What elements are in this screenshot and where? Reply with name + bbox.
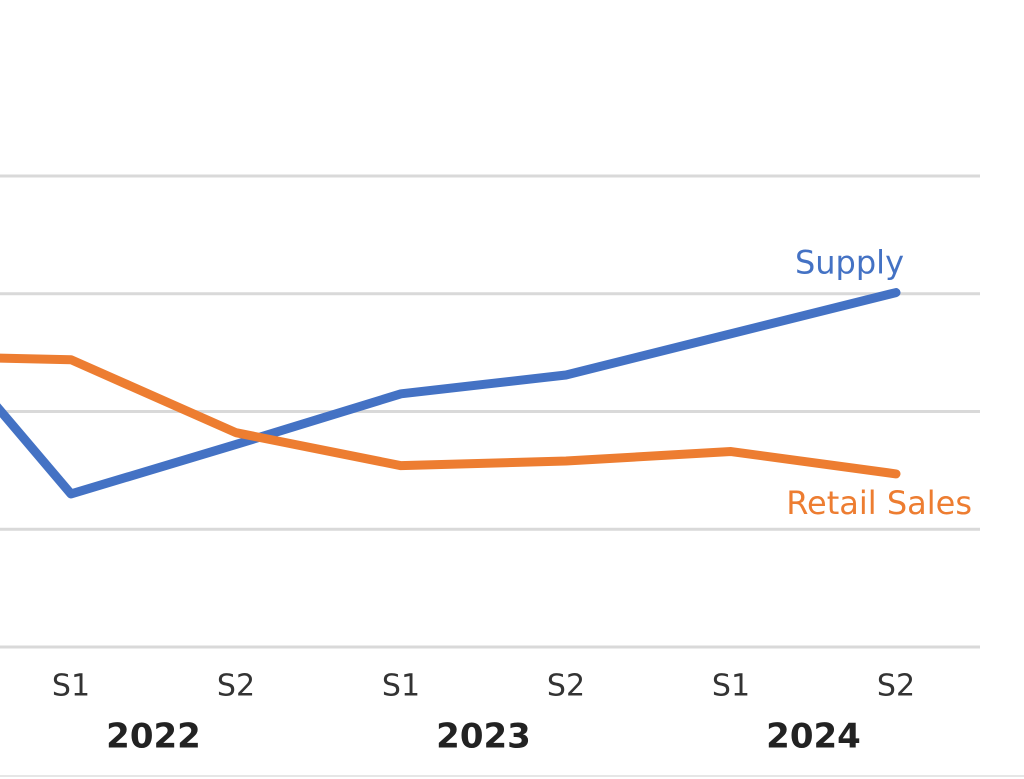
series-label: Supply: [795, 244, 904, 282]
series-label: Retail Sales: [786, 484, 972, 522]
x-group-label: 2023: [436, 717, 531, 757]
x-tick-label: S2: [877, 669, 915, 704]
x-tick-label: S1: [712, 669, 750, 704]
x-tick-label: S1: [382, 669, 420, 704]
series-line: [0, 353, 901, 479]
series-line: [0, 288, 901, 499]
x-group-label: 2022: [106, 717, 201, 757]
x-tick-label: S2: [547, 669, 585, 704]
x-tick-label: S2: [217, 669, 255, 704]
x-tick-label: S1: [52, 669, 90, 704]
x-group-label: 2024: [766, 717, 861, 757]
